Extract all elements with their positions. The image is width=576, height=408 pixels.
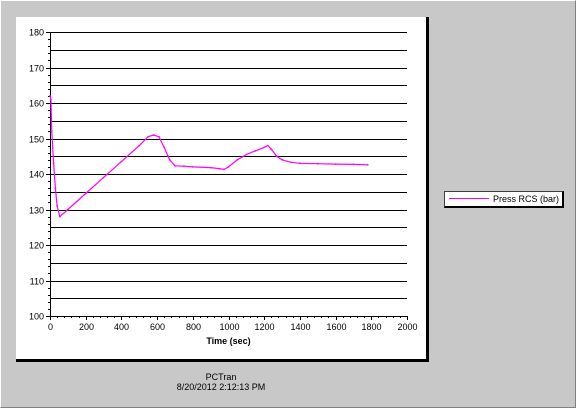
data-point: [120, 160, 123, 163]
data-point: [67, 208, 69, 211]
data-point: [54, 187, 57, 190]
data-point: [163, 146, 166, 149]
data-point: [223, 168, 225, 171]
y-tick-label: 110: [30, 277, 44, 287]
x-tick-label: 1200: [254, 322, 274, 332]
data-point: [50, 98, 52, 101]
legend-label: Press RCS (bar): [493, 194, 560, 204]
y-tick-label: 120: [29, 241, 44, 251]
y-tick-label: 170: [29, 64, 44, 74]
x-tick-label: 0: [48, 322, 53, 332]
data-point: [334, 163, 337, 166]
data-point: [158, 135, 160, 138]
x-axis-title: Time (sec): [206, 336, 250, 346]
plot-panel: 100 110 120 130 140 150 160 170 180 0 200 400 600 800…: [16, 17, 429, 362]
data-point: [191, 166, 194, 168]
y-tick-label: 180: [29, 28, 44, 38]
data-point: [183, 165, 185, 168]
legend-swatch: [449, 198, 489, 199]
y-tick-label: 100: [29, 312, 44, 322]
data-point: [299, 162, 301, 165]
y-tick-label: 130: [29, 206, 44, 216]
y-tick-label: 160: [29, 99, 44, 109]
data-point: [152, 134, 155, 136]
data-point: [245, 153, 248, 156]
axes: [46, 32, 408, 320]
data-point: [270, 148, 273, 151]
footer: PCTran 8/20/2012 2:12:13 PM: [156, 372, 286, 392]
y-tick-label: 140: [29, 170, 44, 180]
data-point: [56, 205, 58, 207]
data-point: [275, 155, 278, 158]
data-point: [281, 158, 283, 161]
x-tick-label: 1400: [290, 322, 310, 332]
x-tick-label: 400: [114, 322, 129, 332]
data-point: [84, 192, 87, 195]
data-point: [174, 164, 176, 167]
x-tick-label: 800: [186, 322, 201, 332]
data-point: [147, 135, 150, 138]
data-point: [316, 162, 319, 165]
x-tick-label: 1600: [326, 322, 346, 332]
data-point: [52, 162, 55, 165]
x-tick-label: 2000: [397, 322, 417, 332]
x-tick-label: 600: [150, 322, 165, 332]
gridlines: [50, 32, 407, 299]
x-tick-label: 1800: [361, 322, 381, 332]
data-point: [290, 161, 292, 164]
x-tick-label: 1000: [219, 322, 239, 332]
x-tick-label: 200: [79, 322, 94, 332]
footer-app-name: PCTran: [205, 372, 237, 382]
data-point: [227, 166, 230, 168]
data-point: [58, 215, 61, 218]
data-point: [102, 176, 105, 179]
data-point: [352, 163, 355, 166]
data-point: [49, 95, 51, 97]
data-point: [263, 146, 266, 149]
data-point: [209, 166, 212, 169]
legend: Press RCS (bar): [444, 191, 564, 208]
data-point: [218, 167, 221, 170]
data-point: [236, 158, 239, 161]
data-point: [366, 163, 369, 166]
series-line: [49, 95, 368, 218]
data-point: [254, 150, 257, 152]
y-tick-label: 150: [29, 135, 44, 145]
data-point: [168, 158, 171, 161]
series-group: [49, 95, 369, 218]
data-point: [138, 144, 141, 147]
data-point: [266, 144, 269, 147]
data-point: [50, 130, 53, 133]
footer-timestamp: 8/20/2012 2:12:13 PM: [176, 382, 266, 392]
